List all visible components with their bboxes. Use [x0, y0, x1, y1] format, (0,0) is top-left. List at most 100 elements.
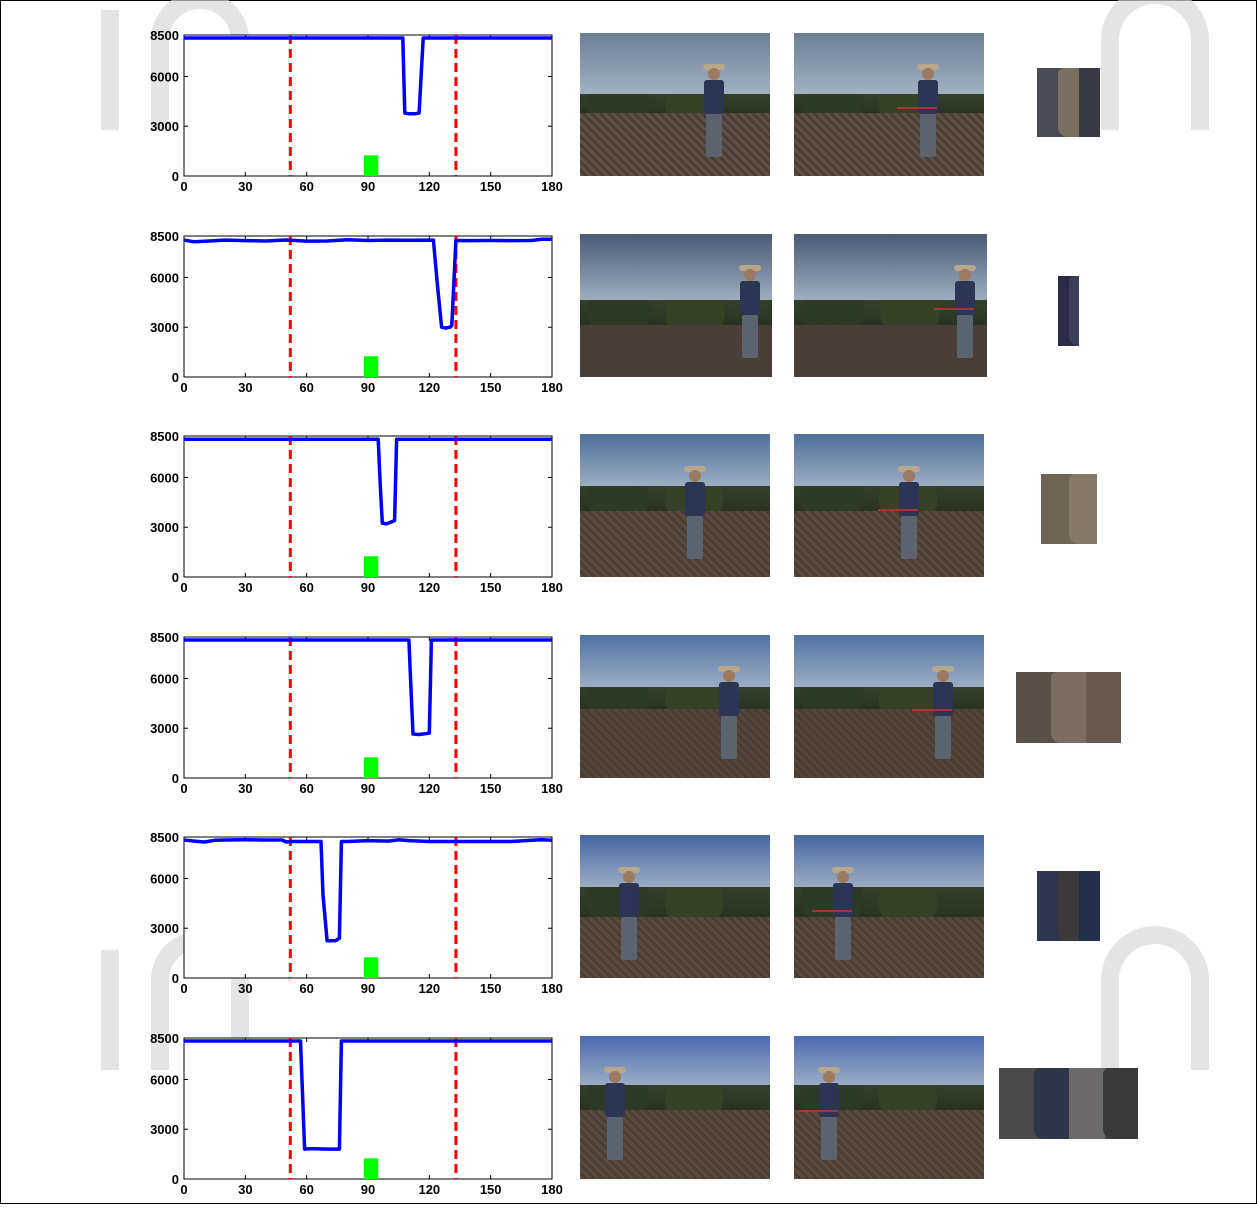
- patch-2: [1058, 276, 1079, 346]
- photo-original: [580, 835, 770, 979]
- series-line-1: [184, 638, 552, 737]
- y-tick-label: 0: [172, 370, 179, 385]
- patch-3: [1041, 474, 1097, 544]
- tree-line: [580, 486, 770, 512]
- ground: [794, 113, 984, 176]
- x-tick-label: 0: [180, 981, 187, 996]
- y-tick-label: 0: [172, 1172, 179, 1187]
- series-line-1: [183, 838, 553, 943]
- marker-bar: [363, 757, 379, 778]
- photo-marked: [794, 1036, 984, 1179]
- patch-segment: [1051, 672, 1088, 743]
- patch-4: [1016, 672, 1121, 743]
- y-tick-label: 6000: [150, 471, 179, 486]
- ground: [794, 325, 987, 377]
- patch-segment: [1079, 68, 1100, 137]
- x-tick-label: 60: [299, 179, 313, 194]
- chart-3: 0 30 60 90 120 150 180 0 3000 6000 8500: [150, 429, 563, 595]
- x-tick-label: 150: [480, 179, 502, 194]
- person: [716, 666, 742, 760]
- x-tick-label: 180: [541, 580, 563, 595]
- ground: [580, 511, 770, 578]
- marked-line: [798, 1110, 839, 1113]
- sky: [794, 835, 984, 896]
- y-tick-label: 6000: [150, 671, 179, 686]
- y-tick-label: 8500: [150, 630, 179, 645]
- plot-area: [183, 235, 553, 378]
- person: [896, 465, 922, 559]
- series-line-1: [184, 36, 552, 116]
- y-tick-label: 0: [172, 169, 179, 184]
- y-tick-label: 0: [172, 570, 179, 585]
- plot-area: [183, 836, 553, 979]
- x-tick-label: 0: [180, 781, 187, 796]
- y-tick-label: 3000: [150, 520, 179, 535]
- patch-segment: [1069, 474, 1097, 544]
- x-tick-label: 30: [238, 179, 252, 194]
- sky: [794, 33, 984, 102]
- person: [616, 866, 642, 960]
- photo-original: [580, 233, 772, 377]
- patch-segment: [1033, 1068, 1071, 1139]
- chart-1: 0 30 60 90 120 150 180 0 3000 6000 8500: [150, 28, 563, 194]
- person: [915, 64, 941, 158]
- sky: [580, 33, 770, 102]
- x-tick-label: 150: [480, 380, 502, 395]
- x-tick-label: 150: [480, 981, 502, 996]
- y-tick-label: 8500: [150, 429, 179, 444]
- x-tick-label: 30: [238, 580, 252, 595]
- marked-line: [811, 909, 852, 912]
- person: [830, 866, 856, 960]
- y-tick-label: 3000: [150, 1122, 179, 1137]
- x-tick-label: 180: [541, 981, 563, 996]
- patch-5: [1037, 871, 1100, 941]
- tree-line: [794, 887, 984, 917]
- x-tick-label: 150: [480, 580, 502, 595]
- x-tick-label: 0: [180, 580, 187, 595]
- x-tick-label: 60: [299, 1182, 313, 1197]
- photo-marked: [794, 233, 987, 377]
- photo-marked: [794, 434, 984, 578]
- series-line-1: [184, 1039, 552, 1151]
- ground: [580, 325, 772, 377]
- y-tick-label: 8500: [150, 830, 179, 845]
- plot-area: [183, 435, 553, 578]
- marker-bar: [363, 355, 379, 377]
- patch-segment: [1068, 1068, 1106, 1139]
- ground: [580, 113, 770, 176]
- person: [737, 265, 763, 358]
- x-tick-label: 60: [299, 580, 313, 595]
- y-tick-label: 8500: [150, 229, 179, 244]
- sky: [580, 835, 770, 896]
- series-line-1: [183, 237, 553, 330]
- tree-line: [794, 486, 984, 512]
- y-tick-label: 6000: [150, 872, 179, 887]
- y-tick-label: 8500: [150, 28, 179, 43]
- y-tick-label: 6000: [150, 270, 179, 285]
- x-tick-label: 60: [299, 981, 313, 996]
- y-tick-label: 6000: [150, 1072, 179, 1087]
- y-tick-label: 8500: [150, 1031, 179, 1046]
- x-tick-label: 180: [541, 380, 563, 395]
- plot-area: [183, 34, 553, 177]
- patch-1: [1037, 68, 1100, 137]
- marked-line: [878, 508, 918, 511]
- x-tick-label: 150: [480, 1182, 502, 1197]
- x-tick-label: 30: [238, 1182, 252, 1197]
- chart-5: 0 30 60 90 120 150 180 0 3000 6000 8500: [150, 830, 563, 996]
- x-tick-label: 120: [418, 179, 440, 194]
- x-tick-label: 120: [418, 580, 440, 595]
- patch-segment: [1079, 871, 1100, 941]
- tree-line: [794, 93, 984, 114]
- person: [701, 64, 727, 158]
- patch-segment: [1068, 276, 1079, 346]
- y-tick-label: 6000: [150, 69, 179, 84]
- person: [952, 265, 978, 358]
- plot-area: [183, 1037, 553, 1180]
- marker-bar: [363, 556, 379, 578]
- marker-bar: [363, 155, 379, 176]
- chart-4: 0 30 60 90 120 150 180 0 3000 6000 8500: [150, 630, 563, 796]
- patch-6: [999, 1068, 1138, 1139]
- patch-segment: [1103, 1068, 1138, 1139]
- marker-bar: [363, 1158, 379, 1179]
